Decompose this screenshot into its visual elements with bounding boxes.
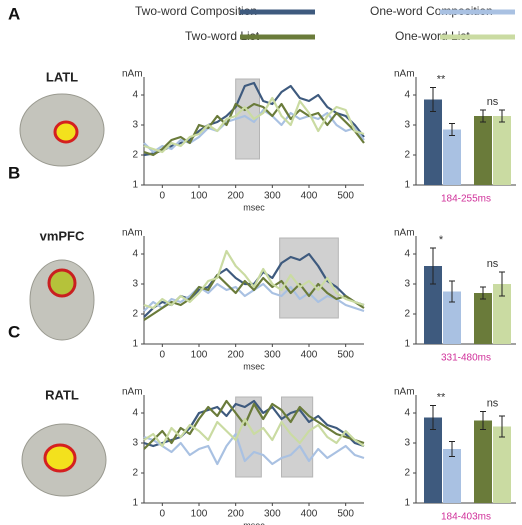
y-tick-label: 3 — [132, 120, 138, 131]
y-tick-label: 4 — [132, 249, 138, 260]
x-tick-label: 200 — [227, 191, 244, 202]
y-tick-label: 1 — [132, 180, 138, 191]
y-tick-label: 1 — [404, 180, 410, 191]
highlight-window — [282, 397, 313, 477]
y-axis-label: nAm — [122, 228, 143, 239]
y-axis-label: nAm — [394, 387, 415, 398]
figure: Two-word CompositionOne-word Composition… — [0, 0, 522, 525]
y-tick-label: 4 — [404, 90, 410, 101]
x-axis-label: msec — [243, 520, 265, 525]
y-tick-label: 3 — [404, 438, 410, 449]
bar — [474, 293, 492, 344]
y-tick-label: 1 — [132, 339, 138, 350]
x-tick-label: 400 — [301, 191, 318, 202]
y-tick-label: 2 — [132, 150, 138, 161]
bar — [443, 130, 461, 186]
y-tick-label: 2 — [404, 150, 410, 161]
significance-label: * — [439, 234, 444, 246]
brain-a — [20, 94, 104, 166]
bar — [424, 418, 442, 504]
x-tick-label: 500 — [337, 191, 354, 202]
y-tick-label: 1 — [132, 498, 138, 509]
x-tick-label: 100 — [191, 350, 208, 361]
y-tick-label: 3 — [132, 438, 138, 449]
panel-letter: C — [8, 322, 20, 341]
significance-label: ** — [437, 391, 446, 403]
legend-label: Two-word Composition — [135, 4, 257, 18]
window-label: 184-403ms — [441, 512, 491, 523]
panel-letter: A — [8, 4, 20, 23]
y-tick-label: 2 — [404, 468, 410, 479]
x-tick-label: 300 — [264, 350, 281, 361]
y-tick-label: 2 — [132, 309, 138, 320]
bar — [493, 116, 511, 185]
region-label: LATL — [46, 69, 78, 84]
region-label: RATL — [45, 387, 79, 402]
bar — [474, 421, 492, 504]
bar — [443, 449, 461, 503]
x-tick-label: 500 — [337, 509, 354, 520]
significance-label: ns — [487, 258, 499, 270]
x-axis-label: msec — [243, 361, 265, 371]
bar — [474, 116, 492, 185]
x-tick-label: 300 — [264, 191, 281, 202]
x-tick-label: 0 — [160, 350, 166, 361]
significance-label: ns — [487, 96, 499, 108]
y-axis-label: nAm — [394, 69, 415, 80]
panel-letter: B — [8, 163, 20, 182]
y-tick-label: 4 — [404, 408, 410, 419]
y-tick-label: 3 — [404, 120, 410, 131]
y-tick-label: 2 — [132, 468, 138, 479]
x-tick-label: 200 — [227, 509, 244, 520]
significance-label: ** — [437, 73, 446, 85]
region-label: vmPFC — [40, 228, 85, 243]
x-tick-label: 500 — [337, 350, 354, 361]
x-tick-label: 400 — [301, 509, 318, 520]
x-tick-label: 100 — [191, 509, 208, 520]
y-tick-label: 3 — [132, 279, 138, 290]
window-label: 331-480ms — [441, 353, 491, 364]
x-tick-label: 200 — [227, 350, 244, 361]
x-axis-label: msec — [243, 202, 265, 212]
brain-b — [30, 260, 94, 340]
bar — [493, 427, 511, 504]
y-tick-label: 4 — [132, 408, 138, 419]
y-axis-label: nAm — [122, 387, 143, 398]
y-tick-label: 1 — [404, 498, 410, 509]
y-tick-label: 2 — [404, 309, 410, 320]
x-tick-label: 0 — [160, 509, 166, 520]
x-tick-label: 400 — [301, 350, 318, 361]
y-tick-label: 1 — [404, 339, 410, 350]
y-axis-label: nAm — [394, 228, 415, 239]
bar — [424, 100, 442, 186]
y-tick-label: 3 — [404, 279, 410, 290]
x-tick-label: 300 — [264, 509, 281, 520]
window-label: 184-255ms — [441, 194, 491, 205]
significance-label: ns — [487, 397, 499, 409]
x-tick-label: 0 — [160, 191, 166, 202]
y-tick-label: 4 — [132, 90, 138, 101]
brain-c — [22, 424, 106, 496]
y-axis-label: nAm — [122, 69, 143, 80]
y-tick-label: 4 — [404, 249, 410, 260]
x-tick-label: 100 — [191, 191, 208, 202]
